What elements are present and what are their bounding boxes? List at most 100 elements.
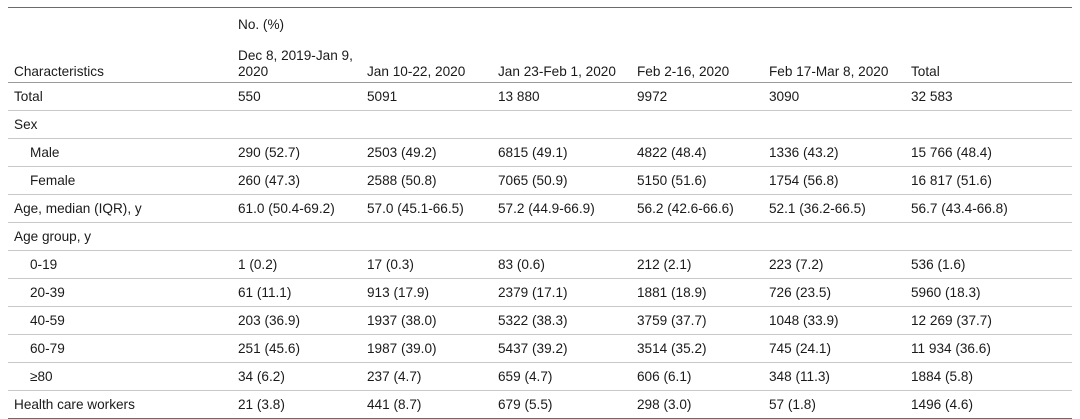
table-cell	[763, 110, 905, 139]
table-cell	[232, 110, 361, 139]
table-cell: 290 (52.7)	[232, 138, 361, 167]
table-cell	[631, 222, 763, 251]
table-cell: 3090	[763, 82, 905, 111]
header-characteristics: Characteristics	[8, 40, 232, 83]
row-label: Age, median (IQR), y	[8, 194, 232, 223]
header-period-2: Jan 10-22, 2020	[361, 40, 492, 83]
table-row: Health care workers 21 (3.8) 441 (8.7) 679 …	[8, 390, 1073, 419]
table-row: 0-19 1 (0.2) 17 (0.3) 83 (0.6) 212 (2.1) 223 …	[8, 250, 1073, 279]
table-cell: 659 (4.7)	[492, 362, 631, 391]
row-label: 40-59	[8, 306, 232, 335]
table-cell: 5091	[361, 82, 492, 111]
table-cell	[361, 110, 492, 139]
table-cell: 5437 (39.2)	[492, 334, 631, 363]
table-cell: 1937 (38.0)	[361, 306, 492, 335]
header-period-5: Feb 17-Mar 8, 2020	[763, 40, 905, 83]
row-label: Total	[8, 82, 232, 111]
table-cell: 260 (47.3)	[232, 166, 361, 195]
table-cell: 15 766 (48.4)	[905, 138, 1073, 167]
characteristics-table-container: No. (%) Characteristics Dec 8, 2019-Jan …	[8, 7, 1073, 419]
table-cell: 12 269 (37.7)	[905, 306, 1073, 335]
table-cell: 57.2 (44.9-66.9)	[492, 194, 631, 223]
table-cell	[905, 222, 1073, 251]
table-cell: 1336 (43.2)	[763, 138, 905, 167]
table-cell: 913 (17.9)	[361, 278, 492, 307]
table-cell	[361, 222, 492, 251]
header-group-label: No. (%)	[232, 7, 1073, 40]
table-cell: 251 (45.6)	[232, 334, 361, 363]
table-cell: 348 (11.3)	[763, 362, 905, 391]
table-cell: 298 (3.0)	[631, 390, 763, 419]
table-cell: 17 (0.3)	[361, 250, 492, 279]
table-cell: 16 817 (51.6)	[905, 166, 1073, 195]
table-row: Female 260 (47.3) 2588 (50.8) 7065 (50.9) 51…	[8, 166, 1073, 195]
table-row: ≥80 34 (6.2) 237 (4.7) 659 (4.7) 606 (6.1) 34…	[8, 362, 1073, 391]
table-cell: 34 (6.2)	[232, 362, 361, 391]
table-cell: 7065 (50.9)	[492, 166, 631, 195]
table-cell: 2588 (50.8)	[361, 166, 492, 195]
row-label: ≥80	[8, 362, 232, 391]
row-label: 60-79	[8, 334, 232, 363]
table-cell: 57.0 (45.1-66.5)	[361, 194, 492, 223]
row-label: 20-39	[8, 278, 232, 307]
header-period-4: Feb 2-16, 2020	[631, 40, 763, 83]
header-period-1: Dec 8, 2019-Jan 9, 2020	[232, 40, 361, 83]
table-cell: 61.0 (50.4-69.2)	[232, 194, 361, 223]
table-cell: 6815 (49.1)	[492, 138, 631, 167]
table-cell: 536 (1.6)	[905, 250, 1073, 279]
table-cell: 679 (5.5)	[492, 390, 631, 419]
table-cell: 3759 (37.7)	[631, 306, 763, 335]
table-cell: 57 (1.8)	[763, 390, 905, 419]
table-cell: 550	[232, 82, 361, 111]
table-cell: 4822 (48.4)	[631, 138, 763, 167]
table-cell: 212 (2.1)	[631, 250, 763, 279]
table-cell	[492, 222, 631, 251]
table-cell: 2503 (49.2)	[361, 138, 492, 167]
table-row: Age group, y	[8, 222, 1073, 251]
table-cell: 1754 (56.8)	[763, 166, 905, 195]
table-cell: 1 (0.2)	[232, 250, 361, 279]
table-cell: 9972	[631, 82, 763, 111]
table-cell	[492, 110, 631, 139]
row-label: Health care workers	[8, 390, 232, 419]
row-label: Sex	[8, 110, 232, 139]
table-row: Sex	[8, 110, 1073, 139]
table-cell: 11 934 (36.6)	[905, 334, 1073, 363]
table-cell: 61 (11.1)	[232, 278, 361, 307]
table-cell: 56.7 (43.4-66.8)	[905, 194, 1073, 223]
table-cell: 5960 (18.3)	[905, 278, 1073, 307]
header-total: Total	[905, 40, 1073, 83]
row-label: Male	[8, 138, 232, 167]
table-cell: 203 (36.9)	[232, 306, 361, 335]
header-group-row: No. (%)	[8, 7, 1073, 40]
table-cell: 237 (4.7)	[361, 362, 492, 391]
table-row: Total 550 5091 13 880 9972 3090 32 583	[8, 82, 1073, 111]
table-cell: 1987 (39.0)	[361, 334, 492, 363]
row-label: Female	[8, 166, 232, 195]
table-cell: 5150 (51.6)	[631, 166, 763, 195]
table-cell: 13 880	[492, 82, 631, 111]
table-cell: 1881 (18.9)	[631, 278, 763, 307]
table-cell: 21 (3.8)	[232, 390, 361, 419]
row-label: Age group, y	[8, 222, 232, 251]
table-cell: 2379 (17.1)	[492, 278, 631, 307]
table-cell: 83 (0.6)	[492, 250, 631, 279]
table-cell: 223 (7.2)	[763, 250, 905, 279]
table-body: Total 550 5091 13 880 9972 3090 32 583 Sex Male 2…	[8, 82, 1073, 419]
table-cell: 1884 (5.8)	[905, 362, 1073, 391]
table-cell: 3514 (35.2)	[631, 334, 763, 363]
table-cell: 1048 (33.9)	[763, 306, 905, 335]
table-row: 40-59 203 (36.9) 1937 (38.0) 5322 (38.3) 375…	[8, 306, 1073, 335]
row-label: 0-19	[8, 250, 232, 279]
table-row: Male 290 (52.7) 2503 (49.2) 6815 (49.1) 4822…	[8, 138, 1073, 167]
table-cell	[631, 110, 763, 139]
table-cell: 745 (24.1)	[763, 334, 905, 363]
table-row: 60-79 251 (45.6) 1987 (39.0) 5437 (39.2) 351…	[8, 334, 1073, 363]
header-column-row: Characteristics Dec 8, 2019-Jan 9, 2020 …	[8, 40, 1073, 83]
table-cell: 1496 (4.6)	[905, 390, 1073, 419]
header-period-3: Jan 23-Feb 1, 2020	[492, 40, 631, 83]
table-cell: 56.2 (42.6-66.6)	[631, 194, 763, 223]
table-cell: 32 583	[905, 82, 1073, 111]
header-blank-cell	[8, 7, 232, 40]
table-cell: 5322 (38.3)	[492, 306, 631, 335]
